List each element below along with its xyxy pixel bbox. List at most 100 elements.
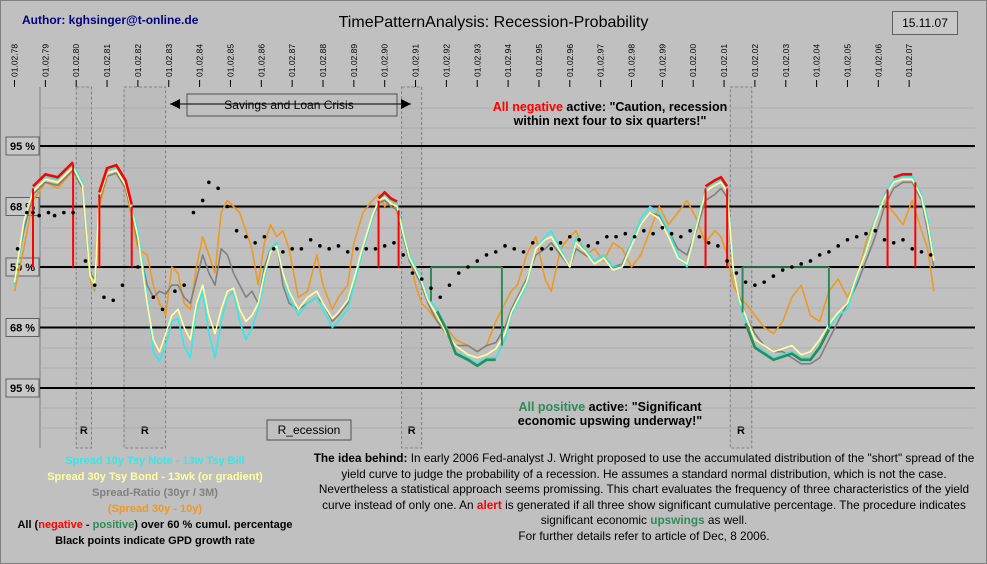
positive-alert-line — [744, 322, 831, 362]
gdp-point — [632, 234, 637, 239]
gdp-point — [120, 283, 125, 287]
sl-arrow-right-icon — [401, 99, 411, 109]
gdp-point — [318, 244, 322, 248]
gdp-point — [25, 210, 29, 215]
gdp-point — [160, 307, 165, 312]
x-tick-label: 01.02.83 — [164, 44, 174, 77]
y-tick-box — [5, 318, 40, 337]
gdp-point — [336, 244, 341, 248]
gdp-point — [521, 250, 526, 254]
desc-alert: alert — [476, 497, 502, 512]
y-tick-label: 95 % — [10, 141, 35, 153]
gdp-point — [669, 231, 674, 236]
gdp-point — [429, 286, 433, 290]
negative-alert-line — [893, 173, 913, 179]
gdp-point — [52, 213, 57, 218]
pos-line2: economic upswing underway!" — [517, 414, 703, 428]
date-box: 15.11.07 — [892, 11, 958, 35]
gdp-point — [37, 213, 41, 218]
recession-marker: R — [408, 425, 416, 437]
sl-crisis-label: Savings and Loan Crisis — [224, 98, 353, 112]
gdp-point — [891, 241, 896, 245]
gdp-point — [873, 228, 878, 233]
gdp-point — [83, 259, 88, 263]
author-label: Author: kghsinger@t-online.de — [22, 13, 199, 27]
gdp-point — [253, 241, 257, 245]
gdp-point — [706, 241, 711, 245]
x-tick-label: 01.02.02 — [750, 44, 760, 77]
gdp-point — [382, 244, 387, 248]
gdp-point — [790, 265, 794, 269]
y-tick-label: 95 % — [10, 383, 35, 395]
gdp-point — [864, 231, 868, 236]
gdp-point — [401, 253, 406, 257]
series-line — [13, 166, 935, 359]
gdp-point — [299, 247, 304, 251]
desc-p2: is generated if all three show significa… — [501, 497, 966, 528]
recession-marker: R — [737, 425, 745, 437]
recession-marker: R — [80, 425, 88, 437]
legend-alerts-a: All ( — [17, 519, 39, 531]
desc-p4: For further details refer to article of … — [518, 528, 770, 543]
negative-alert-line — [704, 175, 729, 188]
gdp-point — [207, 180, 211, 185]
neg-line2: within next four to six quarters!" — [513, 114, 707, 128]
x-tick-label: 01.02.95 — [534, 44, 544, 77]
x-tick-label: 01.02.06 — [873, 44, 883, 77]
gdp-point — [493, 250, 498, 254]
gdp-point — [31, 210, 35, 215]
x-tick-label: 01.02.00 — [688, 44, 698, 77]
recession-box-label: R_ecession — [278, 423, 341, 437]
gdp-point — [780, 268, 785, 272]
gdp-point — [447, 283, 452, 287]
gdp-point — [262, 234, 267, 239]
series-line — [13, 163, 935, 365]
x-tick-label: 01.02.92 — [441, 44, 451, 77]
sl-arrow-left-icon — [170, 99, 180, 109]
gdp-point — [308, 237, 313, 242]
gdp-point — [734, 271, 739, 275]
gdp-point — [151, 295, 156, 300]
legend-alerts-e: ) over 60 % cumul. percentage — [134, 519, 293, 531]
gdp-point — [355, 247, 359, 251]
x-tick-label: 01.02.81 — [102, 44, 112, 77]
x-tick-label: 01.02.90 — [380, 44, 390, 77]
gdp-point — [71, 210, 75, 215]
positive-alert-line — [435, 310, 496, 368]
gdp-point — [281, 250, 285, 254]
gdp-point — [327, 247, 331, 251]
gdp-point — [438, 295, 443, 300]
gdp-point — [345, 250, 350, 254]
gdp-point — [651, 231, 655, 236]
gdp-point — [614, 234, 618, 239]
x-tick-label: 01.02.94 — [503, 44, 513, 77]
x-tick-label: 01.02.85 — [225, 44, 235, 77]
x-tick-label: 01.02.99 — [657, 44, 667, 77]
x-tick-label: 01.02.78 — [10, 44, 20, 77]
gdp-point — [392, 241, 396, 245]
gdp-point — [919, 250, 924, 254]
gdp-point — [558, 241, 563, 245]
gdp-point — [817, 253, 822, 257]
x-tick-label: 01.02.07 — [904, 44, 914, 77]
gdp-point — [799, 262, 803, 266]
legend-gdp: Black points indicate GPD growth rate — [55, 535, 255, 547]
x-tick-label: 01.02.79 — [40, 44, 50, 77]
gdp-point — [910, 247, 915, 251]
gdp-point — [549, 247, 554, 251]
legend-positive: positive — [92, 519, 135, 531]
gdp-point — [475, 259, 480, 263]
gdp-point — [173, 289, 177, 294]
legend-spread-30-10: (Spread 30y - 10y) — [107, 503, 203, 515]
pos-lead: All positive — [518, 400, 586, 414]
gdp-point — [419, 277, 424, 281]
gdp-point — [882, 237, 887, 242]
gdp-point — [484, 253, 489, 257]
gdp-point — [642, 228, 646, 233]
x-tick-label: 01.02.87 — [287, 44, 297, 77]
recession-marker: R — [141, 425, 149, 437]
gdp-point — [901, 237, 905, 242]
gdp-point — [568, 234, 572, 239]
legend-alerts: All (negative - positive) over 60 % cumu… — [5, 519, 305, 531]
gdp-point — [595, 241, 600, 245]
